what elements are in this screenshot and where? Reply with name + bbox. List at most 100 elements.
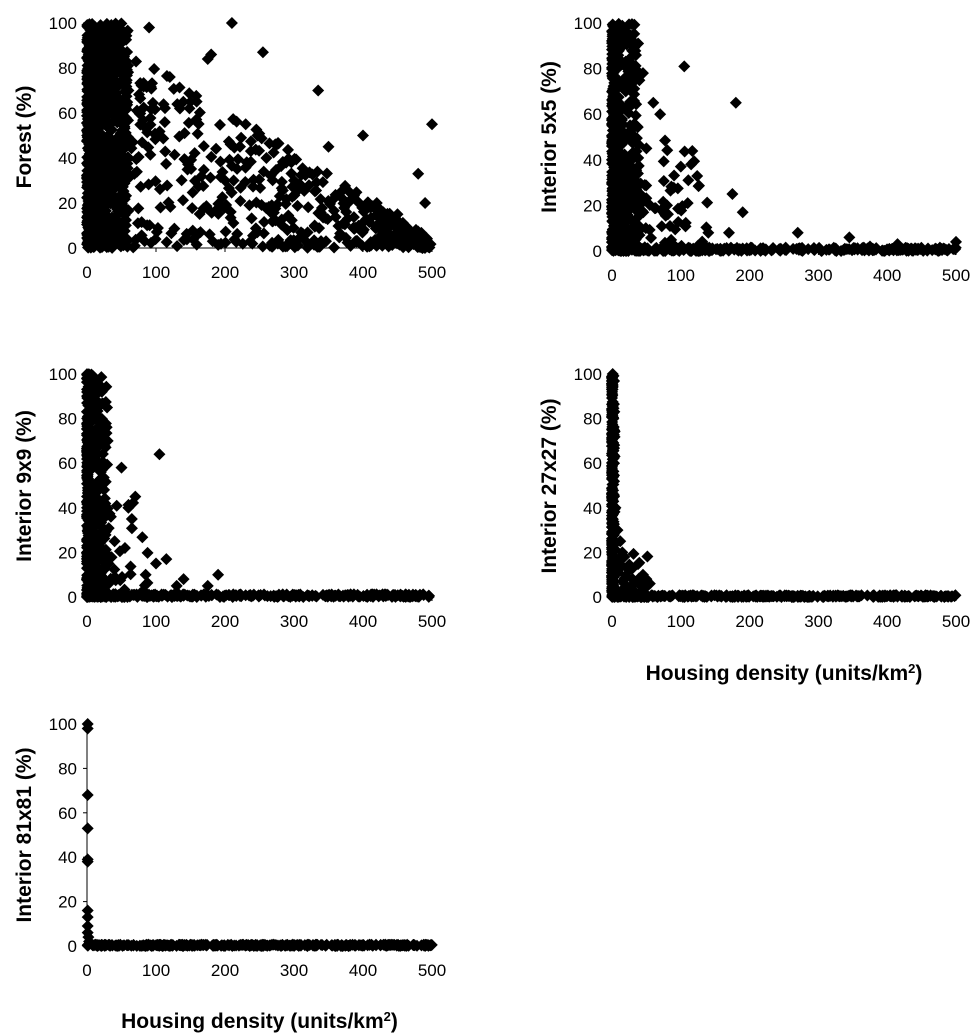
- data-point: [227, 174, 240, 187]
- data-point: [108, 563, 121, 576]
- data-point: [136, 136, 149, 149]
- data-point: [98, 148, 111, 161]
- data-point: [636, 196, 649, 209]
- data-point: [88, 535, 101, 548]
- data-point: [407, 938, 420, 951]
- data-point: [236, 938, 249, 951]
- data-point: [349, 235, 362, 248]
- data-point: [87, 401, 100, 414]
- data-point: [607, 449, 620, 462]
- data-point: [144, 148, 157, 161]
- data-point: [312, 84, 325, 97]
- x-tick-label: 300: [804, 612, 832, 631]
- x-tick-label: 300: [280, 961, 308, 980]
- data-point: [81, 904, 94, 917]
- data-point: [655, 220, 668, 233]
- data-point: [667, 244, 680, 257]
- x-tick-label: 300: [280, 263, 308, 282]
- data-point: [811, 590, 824, 603]
- data-point: [103, 64, 116, 77]
- data-point: [803, 590, 816, 603]
- scatter-panel-1: 0 20 40 60 80 100 0 100 200 300 400 500 Forest (%): [13, 14, 446, 282]
- data-point: [673, 589, 686, 602]
- data-point: [606, 139, 619, 152]
- data-point: [194, 226, 207, 239]
- data-point: [607, 110, 620, 123]
- data-point: [149, 233, 162, 246]
- data-point: [85, 97, 98, 110]
- data-point: [756, 590, 769, 603]
- data-point: [247, 173, 260, 186]
- data-point: [143, 21, 156, 34]
- data-point: [160, 236, 173, 249]
- data-point: [263, 137, 276, 150]
- data-point: [615, 244, 628, 257]
- data-point: [117, 185, 130, 198]
- data-point: [97, 118, 110, 131]
- data-point: [754, 242, 767, 255]
- data-point: [84, 163, 97, 176]
- data-point: [656, 244, 669, 257]
- data-point: [626, 35, 639, 48]
- x-tick-label: 400: [873, 612, 901, 631]
- data-point: [655, 589, 668, 602]
- data-point: [701, 196, 714, 209]
- data-point: [95, 385, 108, 398]
- x-tick-label: 0: [82, 961, 91, 980]
- data-point: [685, 158, 698, 171]
- data-point: [213, 118, 226, 131]
- data-point: [308, 185, 321, 198]
- data-point: [100, 427, 113, 440]
- y-tick-label: 0: [68, 588, 77, 607]
- data-point: [627, 547, 640, 560]
- data-point: [286, 938, 299, 951]
- data-point: [612, 566, 625, 579]
- x-tick-label: 200: [211, 263, 239, 282]
- data-point: [159, 145, 172, 158]
- data-point: [606, 402, 619, 415]
- y-tick-label: 100: [49, 14, 77, 33]
- data-point: [612, 172, 625, 185]
- data-point: [668, 169, 681, 182]
- data-point: [205, 48, 218, 61]
- data-point: [194, 939, 207, 952]
- data-point: [110, 499, 123, 512]
- x-tick-label: 0: [82, 612, 91, 631]
- y-axis-label: Interior 5x5 (%): [538, 61, 561, 213]
- x-tick-label: 400: [349, 263, 377, 282]
- data-point: [329, 210, 342, 223]
- data-point: [773, 243, 786, 256]
- data-point: [308, 939, 321, 952]
- data-point: [818, 589, 831, 602]
- y-axis-label: Forest (%): [13, 86, 36, 189]
- data-point: [91, 436, 104, 449]
- data-point: [296, 162, 309, 175]
- data-point: [285, 156, 298, 169]
- data-point: [623, 564, 636, 577]
- data-point: [608, 469, 621, 482]
- y-tick-label: 20: [58, 194, 77, 213]
- data-point: [129, 490, 142, 503]
- data-point: [111, 91, 124, 104]
- data-point: [614, 535, 627, 548]
- data-point: [937, 242, 950, 255]
- data-point: [193, 208, 206, 221]
- data-point: [98, 80, 111, 93]
- scatter-panel-5: 0 20 40 60 80 100 0 100 200 300 400 500 Interior 81x…: [13, 715, 446, 1033]
- x-tick-label: 500: [942, 612, 970, 631]
- x-tick-label: 200: [735, 612, 763, 631]
- x-tick-label: 500: [418, 263, 446, 282]
- data-point: [93, 239, 106, 252]
- data-point: [182, 116, 195, 129]
- data-point: [608, 424, 621, 437]
- data-point: [93, 175, 106, 188]
- data-point: [365, 211, 378, 224]
- scatter-panel-2: 0 20 40 60 80 100 0 100 200 300 400 500 Interior 5x5…: [538, 14, 970, 285]
- data-point: [282, 143, 295, 156]
- data-point: [618, 148, 631, 161]
- y-tick-label: 60: [58, 454, 77, 473]
- data-point: [909, 243, 922, 256]
- data-point: [312, 207, 325, 220]
- data-point: [688, 243, 701, 256]
- data-point: [185, 153, 198, 166]
